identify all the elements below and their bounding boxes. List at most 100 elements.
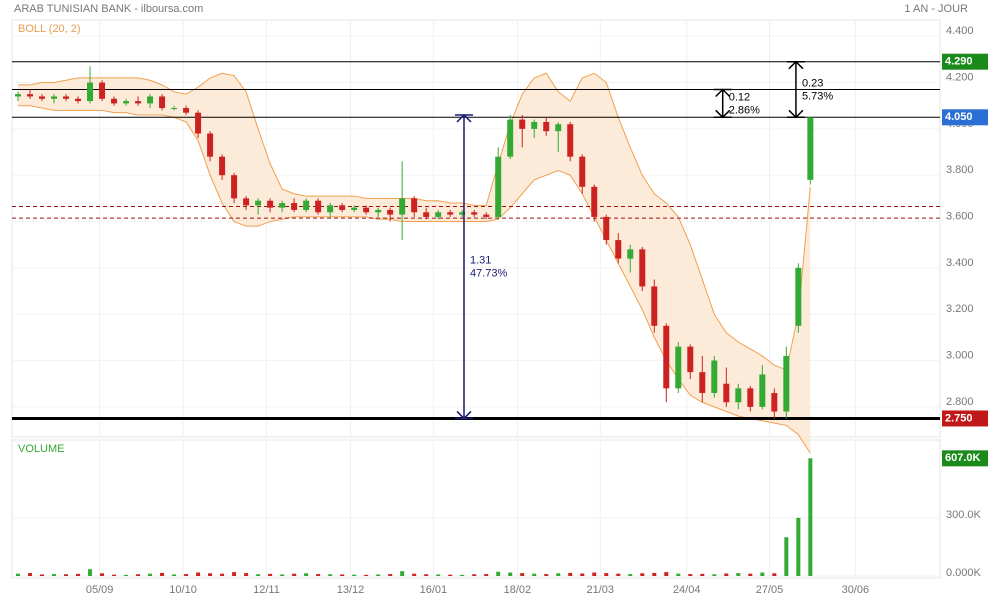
measure-diff: 0.12 <box>729 91 750 103</box>
candle-body <box>363 207 370 213</box>
volume-bar <box>592 572 597 576</box>
price-tag-label: 607.0K <box>945 452 981 464</box>
candle-body <box>507 119 514 157</box>
price-tag-label: 4.050 <box>945 111 973 123</box>
volume-bar <box>304 573 309 576</box>
candle-body <box>111 98 118 104</box>
volume-bar <box>628 574 633 576</box>
volume-bar <box>424 574 429 576</box>
y-tick-label: 3.200 <box>946 303 974 315</box>
candle-body <box>339 205 346 210</box>
volume-bar <box>292 573 297 576</box>
x-tick-label: 12/11 <box>253 584 280 596</box>
x-tick-label: 21/03 <box>586 584 614 596</box>
volume-bar <box>508 572 513 576</box>
candle-body <box>135 101 142 104</box>
candle-body <box>603 216 610 241</box>
y-tick-label: 2.800 <box>946 396 974 408</box>
volume-bar <box>568 572 573 576</box>
volume-bar <box>148 573 153 576</box>
volume-bar <box>664 572 669 576</box>
volume-bar <box>760 572 765 576</box>
measure-arrow <box>788 109 804 119</box>
candle-body <box>327 205 334 213</box>
candle-body <box>195 112 202 134</box>
candle-body <box>375 209 382 213</box>
candle-body <box>267 200 274 208</box>
candle-body <box>639 249 646 287</box>
candle-body <box>591 186 598 217</box>
candle-body <box>99 82 106 99</box>
candle-body <box>159 96 166 109</box>
volume-bar <box>124 574 129 576</box>
volume-bar <box>40 574 45 576</box>
candle-body <box>711 360 718 393</box>
x-tick-label: 18/02 <box>504 584 532 596</box>
candle-body <box>435 212 442 217</box>
candle-body <box>171 108 178 110</box>
volume-bar <box>244 573 249 576</box>
measure-arrow <box>456 113 472 123</box>
candle-body <box>531 121 538 129</box>
candle-body <box>255 200 262 206</box>
candle-body <box>519 119 526 129</box>
measure-pct: 47.73% <box>470 268 508 280</box>
volume-bar <box>652 572 657 576</box>
x-tick-label: 05/09 <box>86 584 114 596</box>
price-tag <box>942 450 988 467</box>
measure-arrow <box>715 88 731 98</box>
volume-bar <box>448 574 453 576</box>
volume-bar <box>112 574 117 576</box>
y-tick-label: 4.400 <box>946 25 974 37</box>
measure-arrow <box>788 60 804 70</box>
volume-panel <box>11 439 941 579</box>
candle-body <box>735 388 742 403</box>
volume-bar <box>604 573 609 576</box>
volume-bar <box>556 573 561 576</box>
volume-bar <box>28 573 33 576</box>
candle-body <box>315 200 322 213</box>
volume-bar <box>700 573 705 576</box>
volume-bar <box>136 574 141 576</box>
candle-body <box>63 96 70 99</box>
volume-bar <box>580 573 585 576</box>
candle-body <box>351 207 358 210</box>
candle-body <box>183 108 190 113</box>
candle-body <box>423 212 430 217</box>
volume-bar <box>460 574 465 576</box>
measure-pct: 2.86% <box>729 104 760 116</box>
candle-body <box>699 372 706 393</box>
volume-bar <box>184 574 189 576</box>
candle-body <box>627 249 634 259</box>
volume-bar <box>544 574 549 576</box>
candle-body <box>615 240 622 259</box>
y-tick-label: 3.000 <box>946 349 974 361</box>
candle-body <box>663 325 670 389</box>
volume-bar <box>784 537 789 576</box>
candle-body <box>783 355 790 412</box>
candle-body <box>147 96 154 104</box>
volume-bar <box>364 574 369 576</box>
volume-bar <box>268 573 273 576</box>
volume-bar <box>532 573 537 576</box>
y-tick-label: 3.800 <box>946 164 974 176</box>
volume-label: VOLUME <box>18 443 64 455</box>
candle-body <box>87 82 94 102</box>
volume-bar <box>340 574 345 576</box>
y-tick-label: 3.400 <box>946 257 974 269</box>
volume-tick-label: 300.0K <box>946 509 982 521</box>
measure-pct: 5.73% <box>802 90 833 102</box>
volume-bar <box>484 574 489 576</box>
volume-bar <box>736 573 741 576</box>
x-tick-label: 24/04 <box>673 584 701 596</box>
candle-body <box>243 198 250 206</box>
volume-bar <box>256 574 261 576</box>
candle-body <box>459 212 466 215</box>
volume-bar <box>388 574 393 576</box>
volume-bar <box>52 574 57 576</box>
y-tick-label: 3.600 <box>946 210 974 222</box>
candle-body <box>675 346 682 389</box>
x-tick-label: 13/12 <box>337 584 365 596</box>
volume-bar <box>316 574 321 576</box>
